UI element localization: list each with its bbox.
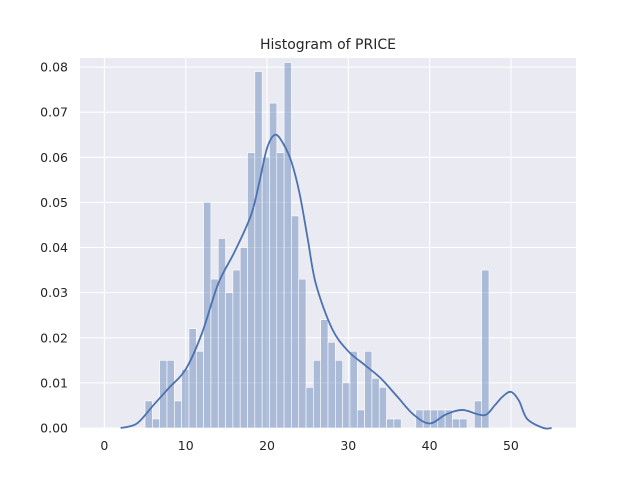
- histogram-bar: [481, 269, 490, 429]
- y-tick-labels: 0.00 0.01 0.02 0.03 0.04 0.05 0.06 0.07 0.08: [40, 60, 68, 436]
- y-tick-label: 0.06: [40, 150, 68, 165]
- x-tick-label: 10: [178, 438, 194, 453]
- histogram-bar: [232, 269, 241, 429]
- histogram-bar: [217, 238, 226, 429]
- histogram-bar: [327, 341, 336, 429]
- histogram-bar: [386, 418, 395, 429]
- y-tick-label: 0.07: [40, 105, 68, 120]
- histogram-bar: [371, 378, 380, 429]
- histogram-bar: [269, 102, 278, 429]
- histogram-bar: [430, 409, 439, 429]
- histogram-bar: [239, 247, 248, 429]
- histogram-bar: [298, 278, 307, 429]
- histogram-bar: [313, 360, 321, 429]
- histogram-bar: [356, 409, 365, 429]
- histogram-bar: [335, 360, 343, 429]
- x-tick-label: 50: [503, 438, 519, 453]
- y-tick-label: 0.00: [40, 421, 68, 436]
- histogram-bar: [174, 400, 182, 429]
- y-tick-label: 0.08: [40, 60, 68, 75]
- histogram-bar: [276, 152, 285, 429]
- histogram-bar: [459, 418, 468, 429]
- grid-layer: [80, 58, 576, 429]
- y-tick-label: 0.05: [40, 195, 68, 210]
- histogram-bar: [452, 418, 461, 429]
- histogram-bar: [422, 409, 431, 429]
- histogram-bar: [393, 418, 402, 429]
- histogram-bar: [305, 387, 314, 429]
- histogram-bar: [225, 292, 234, 429]
- histogram-bar: [364, 350, 373, 429]
- histogram-bar: [291, 215, 300, 429]
- chart-title: Histogram of PRICE: [260, 37, 396, 53]
- histogram-bar: [378, 387, 387, 429]
- kde-curve: [120, 133, 552, 430]
- histogram-bar: [261, 156, 270, 429]
- x-tick-label: 0: [100, 438, 108, 453]
- x-tick-label: 20: [259, 438, 275, 453]
- histogram-bar: [283, 62, 292, 429]
- histogram-bar: [320, 319, 329, 429]
- y-tick-label: 0.03: [40, 285, 68, 300]
- y-tick-label: 0.01: [40, 375, 68, 390]
- histogram-bar: [349, 350, 358, 429]
- histogram-bars: [144, 62, 490, 429]
- x-tick-label: 40: [422, 438, 438, 453]
- histogram-bar: [181, 369, 190, 429]
- histogram-bar: [195, 350, 204, 429]
- histogram-bar: [188, 328, 197, 429]
- histogram-bar: [152, 418, 160, 429]
- y-tick-label: 0.04: [40, 240, 68, 255]
- kde-curve-layer: [120, 133, 552, 430]
- x-tick-labels: 0 10 20 30 40 50: [100, 438, 519, 453]
- x-tick-label: 30: [340, 438, 356, 453]
- histogram-bar: [166, 360, 175, 429]
- histogram-bar: [247, 152, 256, 429]
- histogram-bar: [342, 382, 351, 429]
- y-tick-label: 0.02: [40, 330, 68, 345]
- histogram-bar: [254, 71, 263, 429]
